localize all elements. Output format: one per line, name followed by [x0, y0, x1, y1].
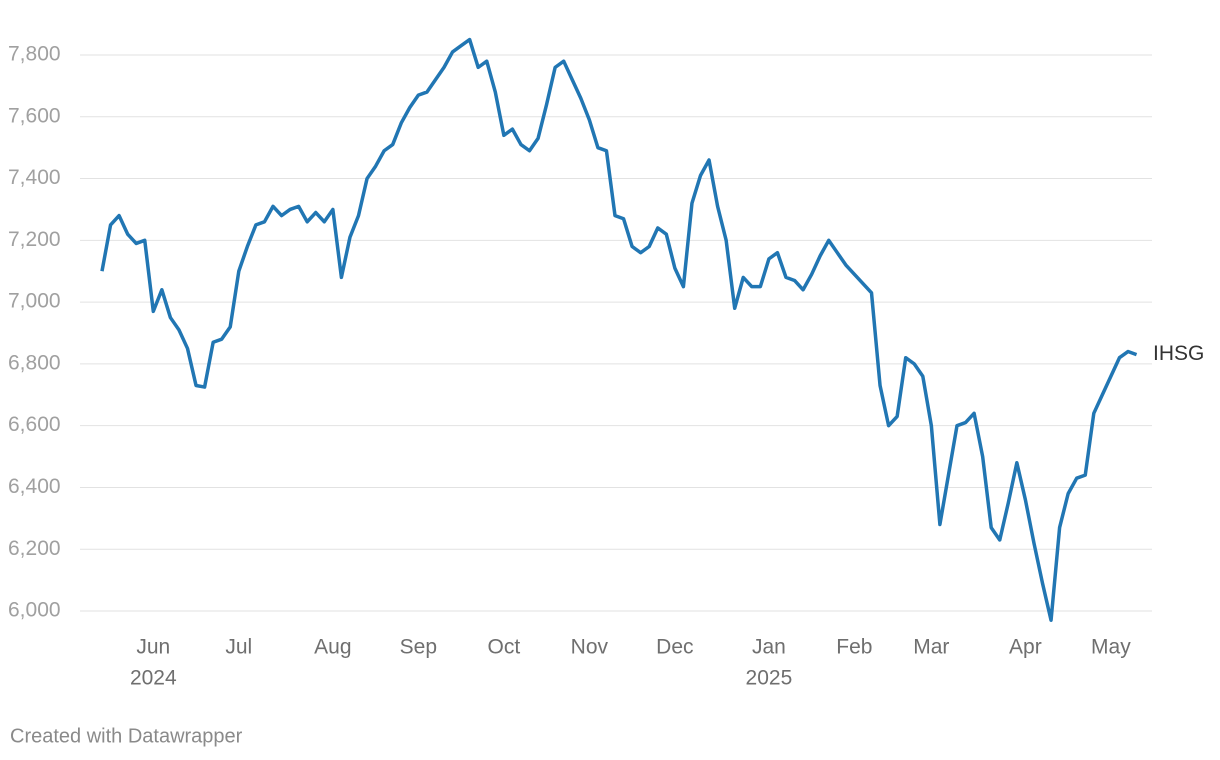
y-tick-label: 7,400	[8, 166, 61, 189]
footer: Created with Datawrapper	[10, 725, 243, 747]
x-tick-label: Oct	[488, 636, 521, 659]
y-tick-label: 7,200	[8, 228, 61, 251]
x-tick-label: May	[1091, 636, 1131, 659]
x-tick-label: Feb	[836, 636, 872, 659]
x-tick-label: Aug	[314, 636, 351, 659]
y-tick-label: 6,200	[8, 537, 61, 560]
x-tick-label: Apr	[1009, 636, 1042, 659]
line	[100, 37, 1138, 623]
x-year-label: 2024	[130, 667, 177, 690]
x-tick-label: Mar	[913, 636, 949, 659]
x-tick-label: Jun	[136, 636, 170, 659]
y-tick-label: 7,000	[8, 290, 61, 313]
x-tick-label: Jul	[225, 636, 252, 659]
y-tick-label: 6,400	[8, 475, 61, 498]
y-tick-label: 6,000	[8, 599, 61, 622]
y-tick-label: 7,600	[8, 104, 61, 127]
x-tick-label: Nov	[571, 636, 609, 659]
x-tick-label: Jan	[752, 636, 786, 659]
y-tick-label: 6,800	[8, 351, 61, 374]
series-label: IHSG	[1153, 342, 1204, 365]
x-year-label: 2025	[746, 667, 793, 690]
x-tick-label: Sep	[400, 636, 437, 659]
y-tick-label: 7,800	[8, 43, 61, 66]
x-tick-label: Dec	[656, 636, 693, 659]
y-tick-label: 6,600	[8, 413, 61, 436]
